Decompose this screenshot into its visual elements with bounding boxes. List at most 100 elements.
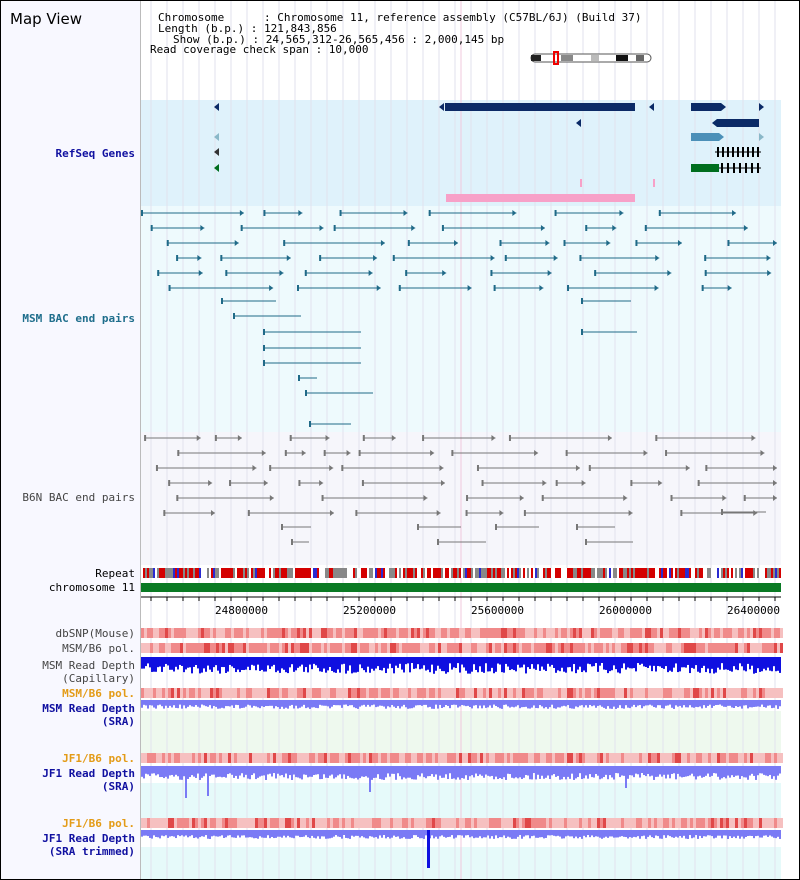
polymorphism-cell [363,628,366,638]
read-depth-bar [677,830,679,838]
read-depth-bar [587,766,589,779]
polymorphism-cell [360,628,363,638]
polymorphism-cell [186,643,189,653]
polymorphism-cell [348,628,351,638]
polymorphism-cell [261,688,264,698]
read-depth-bar [693,700,695,708]
polymorphism-cell [294,818,297,828]
read-depth-bar [157,830,159,838]
track-label-jf1-depth-trimmed[interactable]: JF1 Read Depth (SRA trimmed) [42,832,135,858]
track-label-msm-depth-capillary[interactable]: MSM Read Depth (Capillary) [42,659,135,685]
read-depth-bar [477,830,479,838]
polymorphism-cell [462,628,465,638]
read-depth-bar [451,700,453,705]
read-depth-bar [231,657,233,667]
polymorphism-cell [708,818,711,828]
read-depth-bar [519,766,521,778]
polymorphism-cell [573,753,576,763]
read-depth-bar [469,657,471,674]
polymorphism-cell [468,688,471,698]
read-depth-bar [683,766,685,777]
read-depth-bar [419,700,421,706]
track-label-dbsnp[interactable]: dbSNP(Mouse) [55,627,135,640]
read-depth-bar [355,766,357,778]
track-label-b6n-bac[interactable]: B6N BAC end pairs [22,491,135,504]
read-depth-bar [165,766,167,777]
read-depth-bar [289,657,291,668]
polymorphism-cell [561,818,564,828]
read-depth-bar [215,657,217,666]
polymorphism-cell [609,818,612,828]
read-depth-bar [643,830,645,836]
track-label-jf1-b6-pol-trimmed[interactable]: JF1/B6 pol. [62,817,135,830]
track-label-refseq-genes[interactable]: RefSeq Genes [55,147,135,160]
ideogram-band [531,55,541,61]
repeat-segment [759,568,761,578]
read-depth-bar [305,657,307,668]
read-depth-bar [665,830,667,838]
polymorphism-cell [201,628,204,638]
read-depth-bar [393,657,395,674]
track-label-msm-b6-pol-capillary[interactable]: MSM/B6 pol. [62,642,135,655]
read-depth-bar [451,830,453,836]
bac-end-marker [465,510,468,516]
read-depth-bar [505,766,507,780]
read-depth-bar [535,657,537,670]
bac-end-marker [220,255,223,261]
repeat-segment [467,568,469,578]
read-depth-bar [321,700,323,706]
polymorphism-cell [321,688,324,698]
read-depth-bar [737,766,739,776]
bac-end-marker [635,240,638,246]
read-depth-bar [571,766,573,774]
bac-end-marker [269,465,272,471]
track-label-msm-depth-sra[interactable]: MSM Read Depth (SRA) [42,702,135,728]
ideogram-band [561,55,573,61]
read-depth-bar [681,830,683,838]
repeat-segment [699,568,701,578]
read-depth-bar [583,700,585,708]
track-label-jf1-depth-sra[interactable]: JF1 Read Depth (SRA) [42,767,135,793]
polymorphism-cell [315,628,318,638]
polymorphism-cell [363,643,366,653]
read-depth-bar [149,700,151,706]
read-depth-bar [189,657,191,668]
read-depth-bar [153,700,155,708]
read-depth-bar [429,700,431,707]
read-depth-bar [381,700,383,706]
read-depth-bar [205,700,207,707]
polymorphism-cell [690,643,693,653]
read-depth-bar [149,830,151,838]
track-label-repeat[interactable]: Repeat [95,567,135,580]
repeat-segment [243,568,245,578]
polymorphism-cell [402,688,405,698]
ideogram-band [616,55,628,61]
read-depth-bar [175,830,177,839]
track-label-msm-b6-pol-sra[interactable]: MSM/B6 pol. [62,687,135,700]
read-depth-bar [237,700,239,706]
read-depth-bar [543,830,545,839]
read-depth-bar [169,657,171,670]
bac-end-arrow [499,510,504,516]
read-depth-bar [471,657,473,672]
polymorphism-cell [708,643,711,653]
read-depth-bar [639,766,641,778]
read-depth-bar [297,830,299,836]
polymorphism-cell [696,643,699,653]
bac-end-marker [392,255,395,261]
polymorphism-cell [627,688,630,698]
track-label-msm-bac[interactable]: MSM BAC end pairs [22,312,135,325]
read-depth-bar [647,700,649,706]
read-depth-bar [557,657,559,671]
polymorphism-cell [675,818,678,828]
read-depth-bar [199,657,201,674]
track-label-jf1-b6-pol-sra[interactable]: JF1/B6 pol. [62,752,135,765]
read-depth-bar [291,657,293,665]
read-depth-bar [283,700,285,709]
repeat-segment [615,568,617,578]
repeat-segment [443,568,445,578]
read-depth-bar [777,657,779,671]
polymorphism-cell [297,818,300,828]
read-depth-bar [687,766,689,777]
